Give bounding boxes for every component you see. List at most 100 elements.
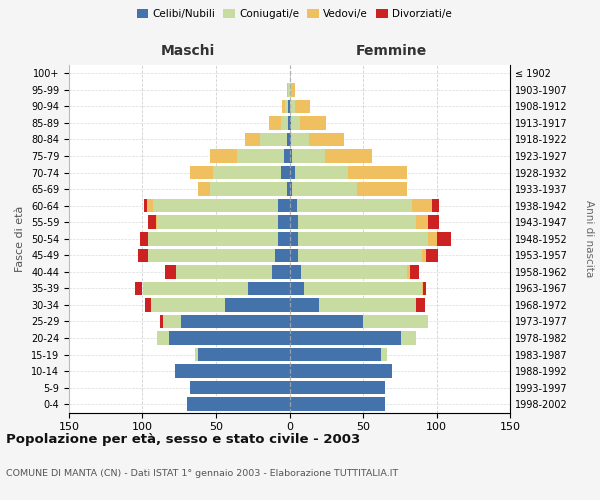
Bar bbox=[292, 182, 357, 196]
Bar bbox=[290, 149, 292, 163]
Bar bbox=[298, 216, 416, 229]
Bar bbox=[288, 100, 290, 113]
Bar bbox=[284, 149, 290, 163]
Bar bbox=[325, 149, 372, 163]
Bar bbox=[292, 149, 325, 163]
Bar bbox=[295, 100, 310, 113]
Bar bbox=[290, 216, 298, 229]
Y-axis label: Fasce di età: Fasce di età bbox=[16, 206, 25, 272]
Bar bbox=[281, 166, 290, 179]
Bar bbox=[416, 216, 428, 229]
Bar bbox=[245, 132, 260, 146]
Bar bbox=[291, 116, 300, 130]
Bar bbox=[290, 83, 291, 96]
Bar bbox=[380, 348, 386, 362]
Bar bbox=[401, 332, 416, 345]
Bar bbox=[290, 166, 295, 179]
Bar bbox=[190, 166, 213, 179]
Text: Popolazione per età, sesso e stato civile - 2003: Popolazione per età, sesso e stato civil… bbox=[6, 432, 360, 446]
Bar bbox=[357, 182, 407, 196]
Bar bbox=[319, 298, 416, 312]
Bar bbox=[269, 116, 281, 130]
Bar bbox=[153, 199, 278, 212]
Bar bbox=[363, 314, 428, 328]
Bar bbox=[290, 381, 385, 394]
Bar bbox=[428, 216, 439, 229]
Bar bbox=[407, 265, 410, 278]
Bar bbox=[288, 116, 290, 130]
Bar bbox=[156, 216, 157, 229]
Bar bbox=[290, 248, 298, 262]
Bar bbox=[290, 116, 291, 130]
Bar bbox=[290, 182, 292, 196]
Bar bbox=[148, 216, 156, 229]
Bar bbox=[190, 381, 290, 394]
Bar bbox=[290, 314, 363, 328]
Bar bbox=[290, 199, 297, 212]
Bar bbox=[422, 248, 426, 262]
Bar bbox=[304, 282, 422, 295]
Bar bbox=[225, 298, 290, 312]
Bar bbox=[287, 132, 290, 146]
Bar bbox=[416, 298, 425, 312]
Bar bbox=[248, 282, 290, 295]
Bar bbox=[437, 232, 451, 245]
Bar bbox=[290, 265, 301, 278]
Bar bbox=[151, 298, 225, 312]
Bar bbox=[298, 248, 422, 262]
Bar bbox=[157, 332, 169, 345]
Bar bbox=[291, 83, 295, 96]
Bar bbox=[348, 166, 407, 179]
Bar bbox=[145, 298, 151, 312]
Bar bbox=[163, 314, 181, 328]
Bar bbox=[175, 364, 290, 378]
Bar bbox=[290, 100, 295, 113]
Bar bbox=[287, 182, 290, 196]
Bar bbox=[282, 100, 285, 113]
Bar bbox=[410, 265, 419, 278]
Bar bbox=[140, 232, 148, 245]
Bar bbox=[432, 199, 439, 212]
Bar bbox=[287, 83, 288, 96]
Bar bbox=[135, 282, 142, 295]
Bar bbox=[260, 132, 287, 146]
Bar bbox=[160, 314, 163, 328]
Bar bbox=[210, 149, 236, 163]
Bar bbox=[272, 265, 290, 278]
Bar bbox=[199, 182, 210, 196]
Bar bbox=[290, 282, 304, 295]
Y-axis label: Anni di nascita: Anni di nascita bbox=[584, 200, 595, 278]
Bar bbox=[187, 398, 290, 411]
Bar bbox=[290, 232, 298, 245]
Bar bbox=[210, 182, 287, 196]
Text: Femmine: Femmine bbox=[355, 44, 427, 58]
Bar bbox=[181, 314, 290, 328]
Bar bbox=[290, 332, 401, 345]
Bar bbox=[301, 265, 407, 278]
Bar bbox=[423, 282, 426, 295]
Bar bbox=[281, 116, 288, 130]
Bar bbox=[295, 166, 348, 179]
Bar bbox=[300, 116, 326, 130]
Legend: Celibi/Nubili, Coniugati/e, Vedovi/e, Divorziati/e: Celibi/Nubili, Coniugati/e, Vedovi/e, Di… bbox=[133, 5, 455, 24]
Bar bbox=[278, 199, 290, 212]
Bar bbox=[288, 83, 290, 96]
Bar bbox=[169, 332, 290, 345]
Bar bbox=[147, 199, 153, 212]
Bar bbox=[290, 132, 291, 146]
Bar bbox=[213, 166, 281, 179]
Bar bbox=[275, 248, 290, 262]
Bar bbox=[298, 232, 428, 245]
Bar bbox=[176, 265, 272, 278]
Bar bbox=[297, 199, 412, 212]
Bar bbox=[291, 132, 308, 146]
Bar bbox=[278, 232, 290, 245]
Bar bbox=[290, 364, 392, 378]
Bar bbox=[148, 232, 278, 245]
Bar bbox=[143, 282, 248, 295]
Bar bbox=[285, 100, 288, 113]
Bar bbox=[422, 282, 423, 295]
Bar bbox=[412, 199, 432, 212]
Bar bbox=[138, 248, 148, 262]
Bar bbox=[308, 132, 344, 146]
